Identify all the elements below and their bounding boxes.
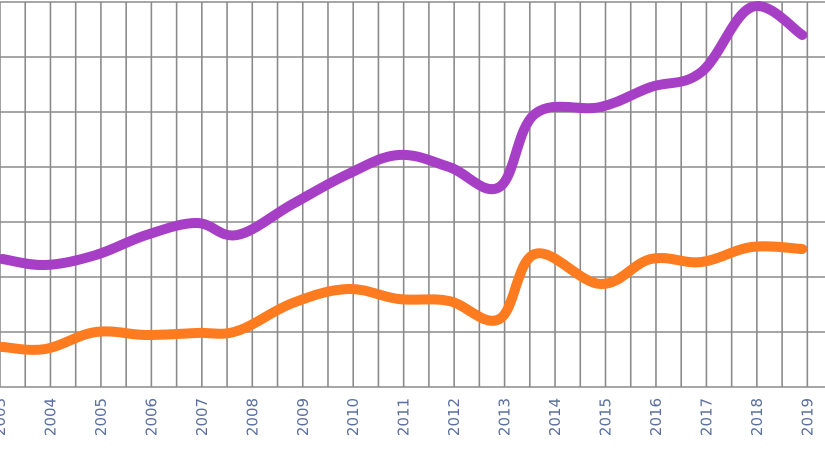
data-point-series-1-4 — [193, 219, 201, 227]
data-point-series-1-10 — [496, 183, 504, 191]
data-point-series-1-11 — [531, 110, 539, 118]
data-point-series-1-8 — [395, 151, 403, 159]
data-point-series-2-9 — [445, 297, 453, 305]
data-point-series-1-5 — [233, 231, 241, 239]
data-point-series-1-6 — [289, 200, 297, 208]
data-point-series-2-15 — [748, 243, 756, 251]
x-tick-label-2011: 2011 — [395, 398, 413, 436]
x-tick-label-2019: 2019 — [798, 398, 816, 436]
data-point-series-2-16 — [798, 245, 806, 253]
data-point-series-2-10 — [496, 315, 504, 323]
data-point-series-2-4 — [193, 329, 201, 337]
data-point-series-2-7 — [344, 285, 352, 293]
data-point-series-1-2 — [92, 251, 100, 259]
data-point-series-1-7 — [344, 170, 352, 178]
series-line-1 — [0, 1, 808, 271]
data-point-series-1-16 — [798, 31, 806, 39]
x-tick-label-2018: 2018 — [748, 398, 766, 436]
data-point-series-2-2 — [92, 328, 100, 336]
x-tick-label-2010: 2010 — [344, 398, 362, 436]
x-tick-label-2015: 2015 — [597, 398, 615, 436]
x-tick-label-2016: 2016 — [647, 398, 665, 436]
data-point-series-2-1 — [41, 345, 49, 353]
x-tick-label-2008: 2008 — [243, 398, 261, 436]
data-point-series-1-3 — [142, 231, 150, 239]
data-point-series-1-1 — [41, 261, 49, 269]
data-point-series-1-13 — [647, 83, 655, 91]
data-point-series-2-13 — [647, 255, 655, 263]
x-tick-label-2009: 2009 — [294, 398, 312, 436]
data-point-series-2-8 — [395, 295, 403, 303]
data-point-series-1-15 — [748, 3, 756, 11]
x-tick-label-2006: 2006 — [142, 398, 160, 436]
x-tick-label-2004: 2004 — [41, 398, 59, 436]
data-point-series-2-3 — [142, 331, 150, 339]
x-tick-label-2012: 2012 — [445, 398, 463, 436]
data-point-series-2-14 — [697, 258, 705, 266]
x-tick-label-2005: 2005 — [92, 398, 110, 436]
x-tick-label-2007: 2007 — [193, 398, 211, 436]
x-axis-tick-labels: 2003 2004 2005 2006 2007 2008 2009 2010 2011 2012… — [0, 398, 816, 436]
x-tick-label-2003: 2003 — [0, 398, 9, 436]
data-point-series-1-9 — [445, 163, 453, 171]
x-tick-label-2014: 2014 — [546, 398, 564, 436]
x-tick-label-2013: 2013 — [496, 398, 514, 436]
grid — [0, 1, 825, 388]
data-point-series-2-12 — [596, 280, 604, 288]
data-point-series-2-5 — [233, 327, 241, 335]
series-lines — [0, 1, 808, 355]
x-tick-label-2017: 2017 — [697, 398, 715, 436]
data-point-series-2-11 — [531, 250, 539, 258]
data-point-series-2-6 — [289, 299, 297, 307]
data-point-series-1-14 — [697, 68, 705, 76]
data-point-series-1-12 — [596, 103, 604, 111]
series-line-2 — [0, 241, 808, 355]
